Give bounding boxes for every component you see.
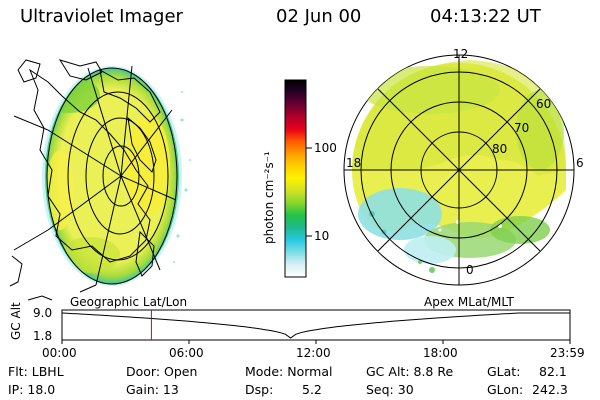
- glat-value: 82.1: [539, 364, 567, 379]
- altitude-xtick-1: 06:00: [169, 346, 204, 360]
- filter-status: Flt: LBHL: [8, 364, 64, 379]
- colorbar-unit-label: photon cm⁻²s⁻¹: [262, 151, 276, 244]
- observation-time: 04:13:22 UT: [430, 6, 541, 27]
- gc-alt-status: GC Alt: 8.8 Re: [366, 364, 454, 379]
- observation-date: 02 Jun 00: [276, 6, 362, 27]
- door-status: Door: Open: [126, 364, 198, 379]
- mlat-label-70: 70: [514, 121, 530, 135]
- altitude-plot: [61, 309, 571, 344]
- apex-image: [343, 54, 575, 286]
- apex-panel-label: Apex MLat/MLT: [424, 295, 514, 309]
- altitude-curve: [61, 312, 570, 339]
- altitude-x-ticks: [61, 340, 571, 344]
- mlt-label-0: 0: [466, 263, 474, 277]
- altitude-ytick-top: 9.0: [33, 306, 53, 320]
- altitude-xtick-3: 18:00: [423, 346, 458, 360]
- apex-grid: [344, 55, 574, 285]
- ip-status: IP: 18.0: [8, 382, 56, 397]
- gain-status: Gain: 13: [126, 382, 179, 397]
- colorbar: [284, 79, 312, 278]
- altitude-ytick-bottom: 1.8: [33, 329, 53, 343]
- geographic-image: [9, 59, 191, 301]
- glat-label: GLat:: [487, 364, 521, 379]
- geographic-panel-label: Geographic Lat/Lon: [70, 295, 188, 309]
- colorbar-label-10: 10: [314, 229, 330, 243]
- mlt-label-12: 12: [453, 47, 469, 61]
- geo-coastlines: [9, 59, 161, 301]
- glon-value: 242.3: [532, 382, 568, 397]
- instrument-title: Ultraviolet Imager: [20, 6, 183, 27]
- colorbar-rect: [284, 79, 307, 278]
- dsp-value: 5.2: [302, 382, 322, 397]
- glon-label: GLon:: [487, 382, 524, 397]
- mlat-label-80: 80: [492, 142, 508, 156]
- altitude-ylabel: GC Alt: [9, 302, 23, 340]
- seq-status: Seq: 30: [366, 382, 414, 397]
- mode-status: Mode: Normal: [245, 364, 333, 379]
- altitude-xtick-2: 12:00: [296, 346, 331, 360]
- mlt-label-6: 6: [576, 156, 584, 170]
- altitude-xtick-0: 00:00: [42, 346, 77, 360]
- dsp-label: Dsp:: [245, 382, 274, 397]
- colorbar-label-100: 100: [314, 141, 337, 155]
- altitude-xtick-4: 23:59: [550, 346, 585, 360]
- geo-noise: [173, 91, 191, 263]
- mlat-label-60: 60: [536, 97, 552, 111]
- mlt-label-18: 18: [346, 156, 362, 170]
